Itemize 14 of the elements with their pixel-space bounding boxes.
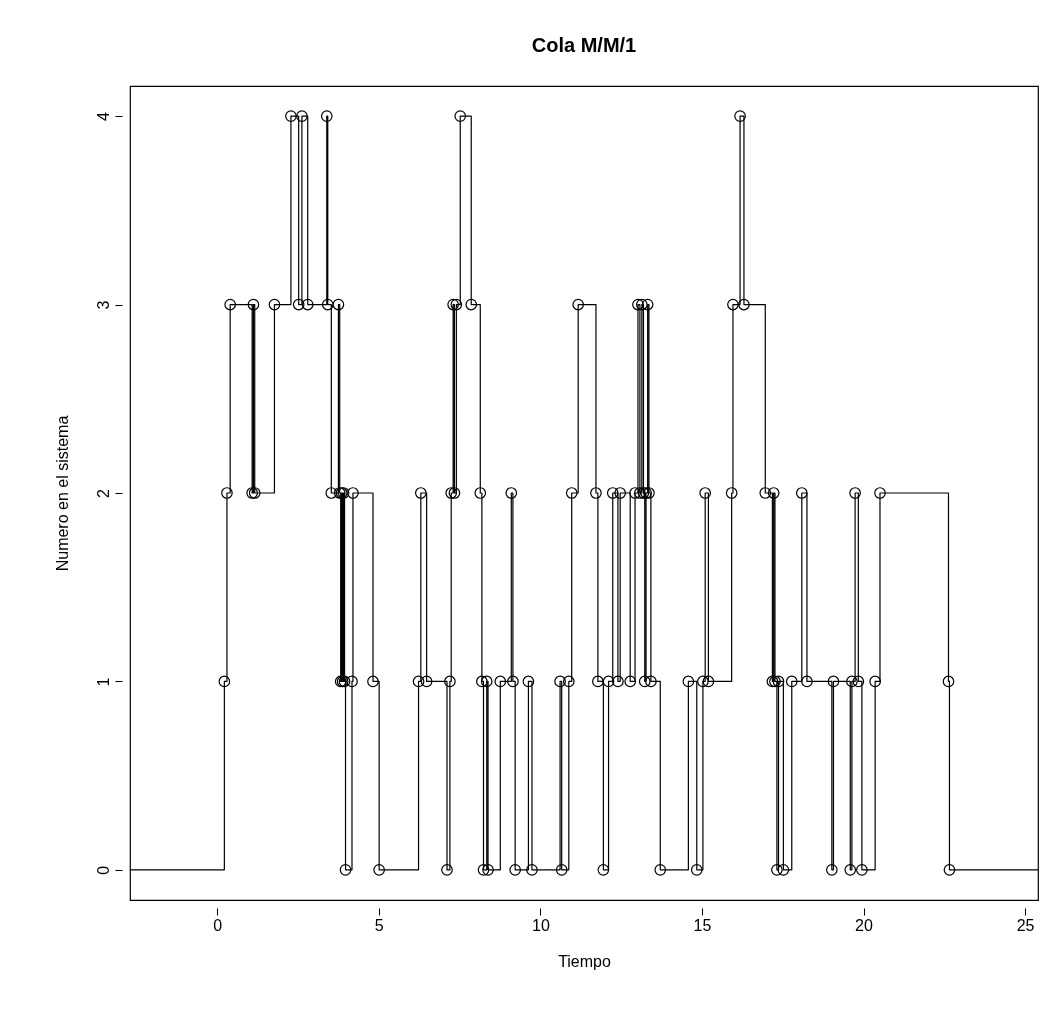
- y-tick-label: 0: [94, 865, 112, 875]
- x-tick-label: 25: [1016, 916, 1035, 934]
- y-tick-label: 3: [94, 300, 112, 310]
- y-tick-label: 2: [94, 488, 112, 498]
- x-tick-label: 5: [374, 916, 384, 934]
- chart-title: Cola M/M/1: [531, 34, 637, 56]
- y-axis-title: Numero en el sistema: [53, 415, 71, 572]
- y-tick-label: 1: [94, 677, 112, 687]
- x-tick-label: 10: [531, 916, 550, 934]
- y-tick-label: 4: [94, 112, 112, 122]
- x-tick-label: 20: [855, 916, 874, 934]
- x-tick-label: 0: [213, 916, 223, 934]
- x-tick-label: 15: [693, 916, 712, 934]
- x-axis-title: Tiempo: [558, 952, 611, 970]
